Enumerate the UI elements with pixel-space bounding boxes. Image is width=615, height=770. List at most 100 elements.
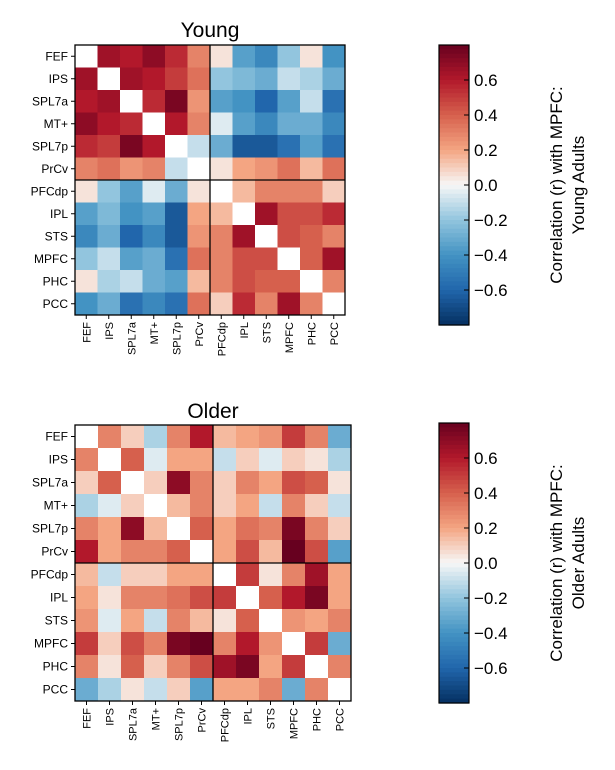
heatmap-cell-SPL7a-SPL7a <box>120 90 143 113</box>
colorbar-segment <box>439 427 469 433</box>
heatmap-cell-IPL-IPS <box>98 586 122 610</box>
colorbar-segment <box>439 436 469 442</box>
heatmap-cell-SPL7a-STS <box>259 471 283 495</box>
heatmap-cell-PCC-IPS <box>97 292 121 316</box>
heatmap-cell-FEF-MPFC <box>282 425 306 449</box>
heatmap-cell-IPL-SPL7a <box>120 202 143 226</box>
heatmap-cell-IPL-PrCv <box>190 586 214 610</box>
colorbar-segment <box>439 88 469 94</box>
heatmap-cell-IPS-PCC <box>322 67 346 91</box>
colorbar-segment <box>439 272 469 278</box>
heatmap-cell-IPS-STS <box>255 67 278 91</box>
colorbar-segment <box>439 615 469 621</box>
colorbar-tick-label: −0.4 <box>474 246 508 265</box>
heatmap-cell-FEF-FEF <box>75 45 98 68</box>
heatmap-cell-FEF-IPL <box>232 45 256 68</box>
heatmap-cell-SPL7p-PCC <box>322 135 346 158</box>
heatmap-cell-PrCv-IPL <box>232 157 256 181</box>
colorbar-segment <box>439 532 469 538</box>
heatmap-cell-PrCv-IPS <box>98 540 122 564</box>
heatmap-cell-MPFC-FEF <box>75 247 98 271</box>
colorbar-segment <box>439 576 469 582</box>
colorbar-segment <box>439 584 469 590</box>
colorbar-segment <box>439 123 469 129</box>
heatmap-cell-PFCdp-PHC <box>300 180 323 203</box>
heatmap-cell-PCC-SPL7p <box>167 678 191 702</box>
row-label-SPL7a: SPL7a <box>32 94 68 108</box>
colorbar-label: Young Adults <box>569 136 588 235</box>
heatmap-cell-PHC-STS <box>259 655 283 679</box>
heatmap-cell-IPL-MT+ <box>144 586 168 610</box>
heatmap-cell-MT+-PrCv <box>187 112 211 136</box>
colorbar-segment <box>439 215 469 221</box>
heatmap-cell-MT+-PHC <box>305 494 329 518</box>
heatmap-cell-MT+-IPS <box>97 112 121 136</box>
colorbar-segment <box>439 202 469 208</box>
heatmap-cell-STS-IPS <box>98 609 122 633</box>
heatmap-cell-PCC-IPL <box>236 678 260 702</box>
heatmap-cell-STS-MT+ <box>142 225 166 248</box>
colorbar-segment <box>439 602 469 608</box>
heatmap-cell-MT+-IPL <box>236 494 260 518</box>
colorbar-segment <box>439 110 469 116</box>
heatmap-cell-SPL7a-MPFC <box>277 90 301 113</box>
colorbar-segment <box>439 646 469 652</box>
heatmap-cell-PFCdp-STS <box>255 180 278 203</box>
heatmap-cell-FEF-STS <box>255 45 278 68</box>
colorbar-segment <box>439 567 469 573</box>
colorbar-segment <box>439 241 469 247</box>
colorbar-segment <box>439 545 469 551</box>
heatmap-cell-SPL7p-PFCdp <box>210 135 233 158</box>
row-label-IPL: IPL <box>50 207 68 221</box>
col-label-MPFC: MPFC <box>284 322 296 353</box>
heatmap-cell-PHC-MT+ <box>144 655 168 679</box>
colorbar-segment <box>439 685 469 691</box>
colorbar-segment <box>439 619 469 625</box>
heatmap-cell-PFCdp-FEF <box>75 180 98 203</box>
colorbar-segment <box>439 128 469 134</box>
heatmap-cell-PHC-PHC <box>305 655 329 679</box>
chart-title: Older <box>187 400 238 423</box>
heatmap-cell-IPL-SPL7a <box>121 586 145 610</box>
heatmap-cell-IPL-PrCv <box>187 202 211 226</box>
heatmap-cell-SPL7a-IPL <box>232 90 256 113</box>
heatmap-cell-SPL7a-IPS <box>97 90 121 113</box>
colorbar-segment <box>439 611 469 617</box>
chart-title: Young <box>181 19 240 42</box>
heatmap-cell-FEF-PFCdp <box>210 45 233 68</box>
heatmap-cell-PHC-IPS <box>97 270 121 293</box>
colorbar-segment <box>439 158 469 164</box>
colorbar-segment <box>439 493 469 498</box>
colorbar-segment <box>439 689 469 695</box>
heatmap-cell-STS-PFCdp <box>210 225 233 248</box>
heatmap-cell-PFCdp-PCC <box>328 563 352 587</box>
heatmap-cell-FEF-STS <box>259 425 283 449</box>
heatmap-cell-PCC-FEF <box>75 292 98 316</box>
heatmap-cell-PCC-IPS <box>98 678 122 702</box>
row-label-PrCv: PrCv <box>41 162 68 176</box>
row-label-FEF: FEF <box>45 49 68 63</box>
heatmap-cell-MT+-FEF <box>75 494 99 518</box>
heatmap-cell-SPL7a-PCC <box>322 90 346 113</box>
heatmap-cell-PFCdp-IPL <box>232 180 256 203</box>
heatmap-cell-IPS-PrCv <box>187 67 211 91</box>
col-label-MT+: MT+ <box>151 708 163 730</box>
heatmap-cell-STS-IPL <box>232 225 256 248</box>
heatmap-cell-SPL7p-PHC <box>300 135 323 158</box>
colorbar-segment <box>439 263 469 269</box>
heatmap-cell-SPL7a-PCC <box>328 471 352 495</box>
heatmap-cell-IPL-PFCdp <box>213 586 237 610</box>
heatmap-cell-PCC-MPFC <box>277 292 301 316</box>
colorbar-segment <box>439 246 469 252</box>
heatmap-cell-PFCdp-SPL7p <box>167 563 191 587</box>
heatmap-cell-PHC-STS <box>255 270 278 293</box>
heatmap-cell-MPFC-PFCdp <box>210 247 233 271</box>
row-label-IPS: IPS <box>49 72 68 86</box>
row-label-MPFC: MPFC <box>34 252 68 266</box>
row-label-MPFC: MPFC <box>34 637 68 651</box>
col-label-PrCv: PrCv <box>194 322 206 347</box>
heatmap-cell-MPFC-SPL7p <box>167 632 191 656</box>
heatmap-cell-MPFC-MT+ <box>144 632 168 656</box>
heatmap-cell-FEF-IPS <box>97 45 121 68</box>
